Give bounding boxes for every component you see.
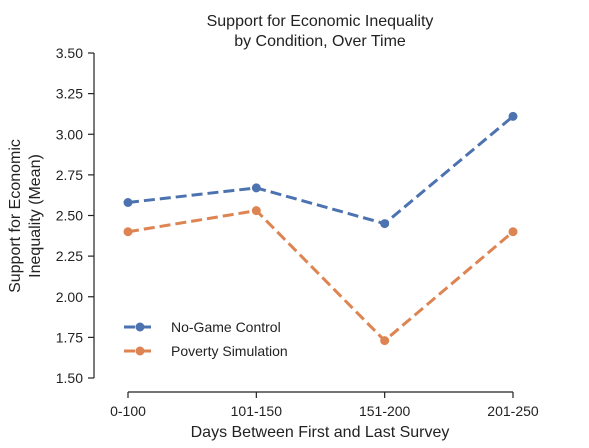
y-tick-label: 1.50 bbox=[56, 370, 83, 386]
series-line-1 bbox=[127, 209, 514, 343]
y-tick-label: 3.50 bbox=[56, 45, 83, 61]
x-tick-label: 101-150 bbox=[231, 403, 283, 419]
data-point bbox=[380, 219, 390, 229]
data-point bbox=[123, 198, 133, 207]
y-tick-label: 3.25 bbox=[56, 86, 83, 102]
y-tick-label: 3.00 bbox=[56, 126, 83, 142]
data-point bbox=[251, 183, 261, 193]
x-tick-label: 201-250 bbox=[487, 403, 539, 419]
y-tick-label: 2.00 bbox=[56, 289, 83, 305]
y-axis-ticks: 1.50 1.75 2.00 2.25 2.50 2.75 3.00 3.25 3.50 bbox=[56, 45, 94, 386]
y-axis-label-line-2: Inequality (Mean) bbox=[27, 154, 44, 278]
data-point bbox=[251, 206, 261, 216]
y-tick-label: 1.75 bbox=[56, 329, 83, 345]
legend-swatch-marker bbox=[135, 346, 145, 356]
x-axis-ticks: 0-100 101-150 151-200 201-250 bbox=[110, 392, 539, 419]
legend-label: Poverty Simulation bbox=[171, 343, 288, 359]
data-point bbox=[508, 227, 518, 237]
series-line-0 bbox=[127, 115, 514, 226]
data-point bbox=[508, 111, 518, 121]
legend: No-Game Control Poverty Simulation bbox=[124, 319, 288, 359]
x-tick-label: 151-200 bbox=[359, 403, 411, 419]
y-tick-label: 2.75 bbox=[56, 167, 83, 183]
x-axis-label: Days Between First and Last Survey bbox=[191, 424, 450, 441]
y-axis-label-line-1: Support for Economic bbox=[7, 139, 24, 293]
legend-label: No-Game Control bbox=[171, 319, 281, 335]
data-point bbox=[380, 336, 390, 346]
series-layer bbox=[123, 111, 518, 346]
y-tick-label: 2.50 bbox=[56, 208, 83, 224]
x-tick-label: 0-100 bbox=[110, 403, 146, 419]
chart-title-line-2: by Condition, Over Time bbox=[234, 33, 406, 50]
y-tick-label: 2.25 bbox=[56, 248, 83, 264]
data-point bbox=[123, 227, 133, 237]
chart-title-line-1: Support for Economic Inequality bbox=[207, 13, 434, 30]
legend-swatch-marker bbox=[135, 322, 145, 332]
